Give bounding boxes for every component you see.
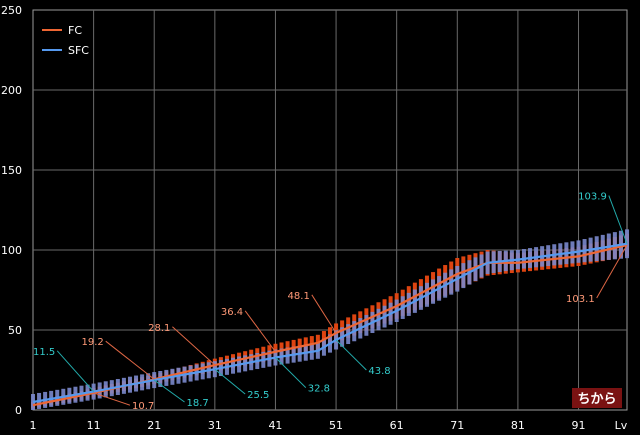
annotation-leader <box>244 310 276 353</box>
fc-legend-label: FC <box>68 24 82 37</box>
x-axis-label: Lv <box>615 419 628 432</box>
annotation-label: 19.2 <box>81 337 103 348</box>
annotation-label: 25.5 <box>247 390 269 401</box>
y-tick-label: 50 <box>8 324 22 337</box>
annotation-label: 36.4 <box>221 307 243 318</box>
y-tick-label: 100 <box>1 244 22 257</box>
x-tick-label: 91 <box>572 419 586 432</box>
x-tick-label: 31 <box>208 419 222 432</box>
legend: FC SFC <box>42 24 89 57</box>
annotation-label: 48.1 <box>288 291 310 302</box>
sfc-legend-label: SFC <box>68 44 89 57</box>
y-tick-label: 250 <box>1 4 22 17</box>
badge-label: ちから <box>577 392 616 407</box>
annotation-label: 32.8 <box>308 384 330 395</box>
x-tick-label: 41 <box>268 419 282 432</box>
annotation-label: 103.1 <box>566 294 595 305</box>
annotation-leader <box>93 392 131 406</box>
x-tick-label: 71 <box>450 419 464 432</box>
x-tick-label: 61 <box>390 419 404 432</box>
annotation-leader <box>311 294 337 334</box>
annotation-leader <box>596 244 628 299</box>
annotation-leader <box>105 340 155 380</box>
y-tick-label: 150 <box>1 164 22 177</box>
annotation-label: 28.1 <box>148 323 170 334</box>
x-tick-label: 21 <box>147 419 161 432</box>
annotation-leader <box>153 379 185 403</box>
annotation-leader <box>214 368 246 395</box>
y-tick-label: 200 <box>1 84 22 97</box>
annotation-leader <box>56 350 94 392</box>
x-tick-label: 11 <box>87 419 101 432</box>
annotation-leader <box>608 195 628 244</box>
annotation-label: 43.8 <box>368 366 390 377</box>
annotation-leader <box>275 357 307 388</box>
annotation-leader <box>335 339 367 371</box>
annotation-label: 11.5 <box>33 347 55 358</box>
x-tick-label: 1 <box>30 419 37 432</box>
x-tick-label: 51 <box>329 419 343 432</box>
annotation-leader <box>172 326 216 366</box>
badge: ちから <box>572 388 622 408</box>
annotation-label: 18.7 <box>187 398 209 409</box>
y-tick-label: 0 <box>15 404 22 417</box>
badge-background <box>572 388 622 408</box>
annotation-label: 10.7 <box>132 401 154 412</box>
x-tick-label: 81 <box>511 419 525 432</box>
annotations: 10.7 19.2 28.1 36.4 48.1 103.1 11.5 18.7 25.5 32.… <box>33 192 628 412</box>
annotation-label: 103.9 <box>578 192 607 203</box>
